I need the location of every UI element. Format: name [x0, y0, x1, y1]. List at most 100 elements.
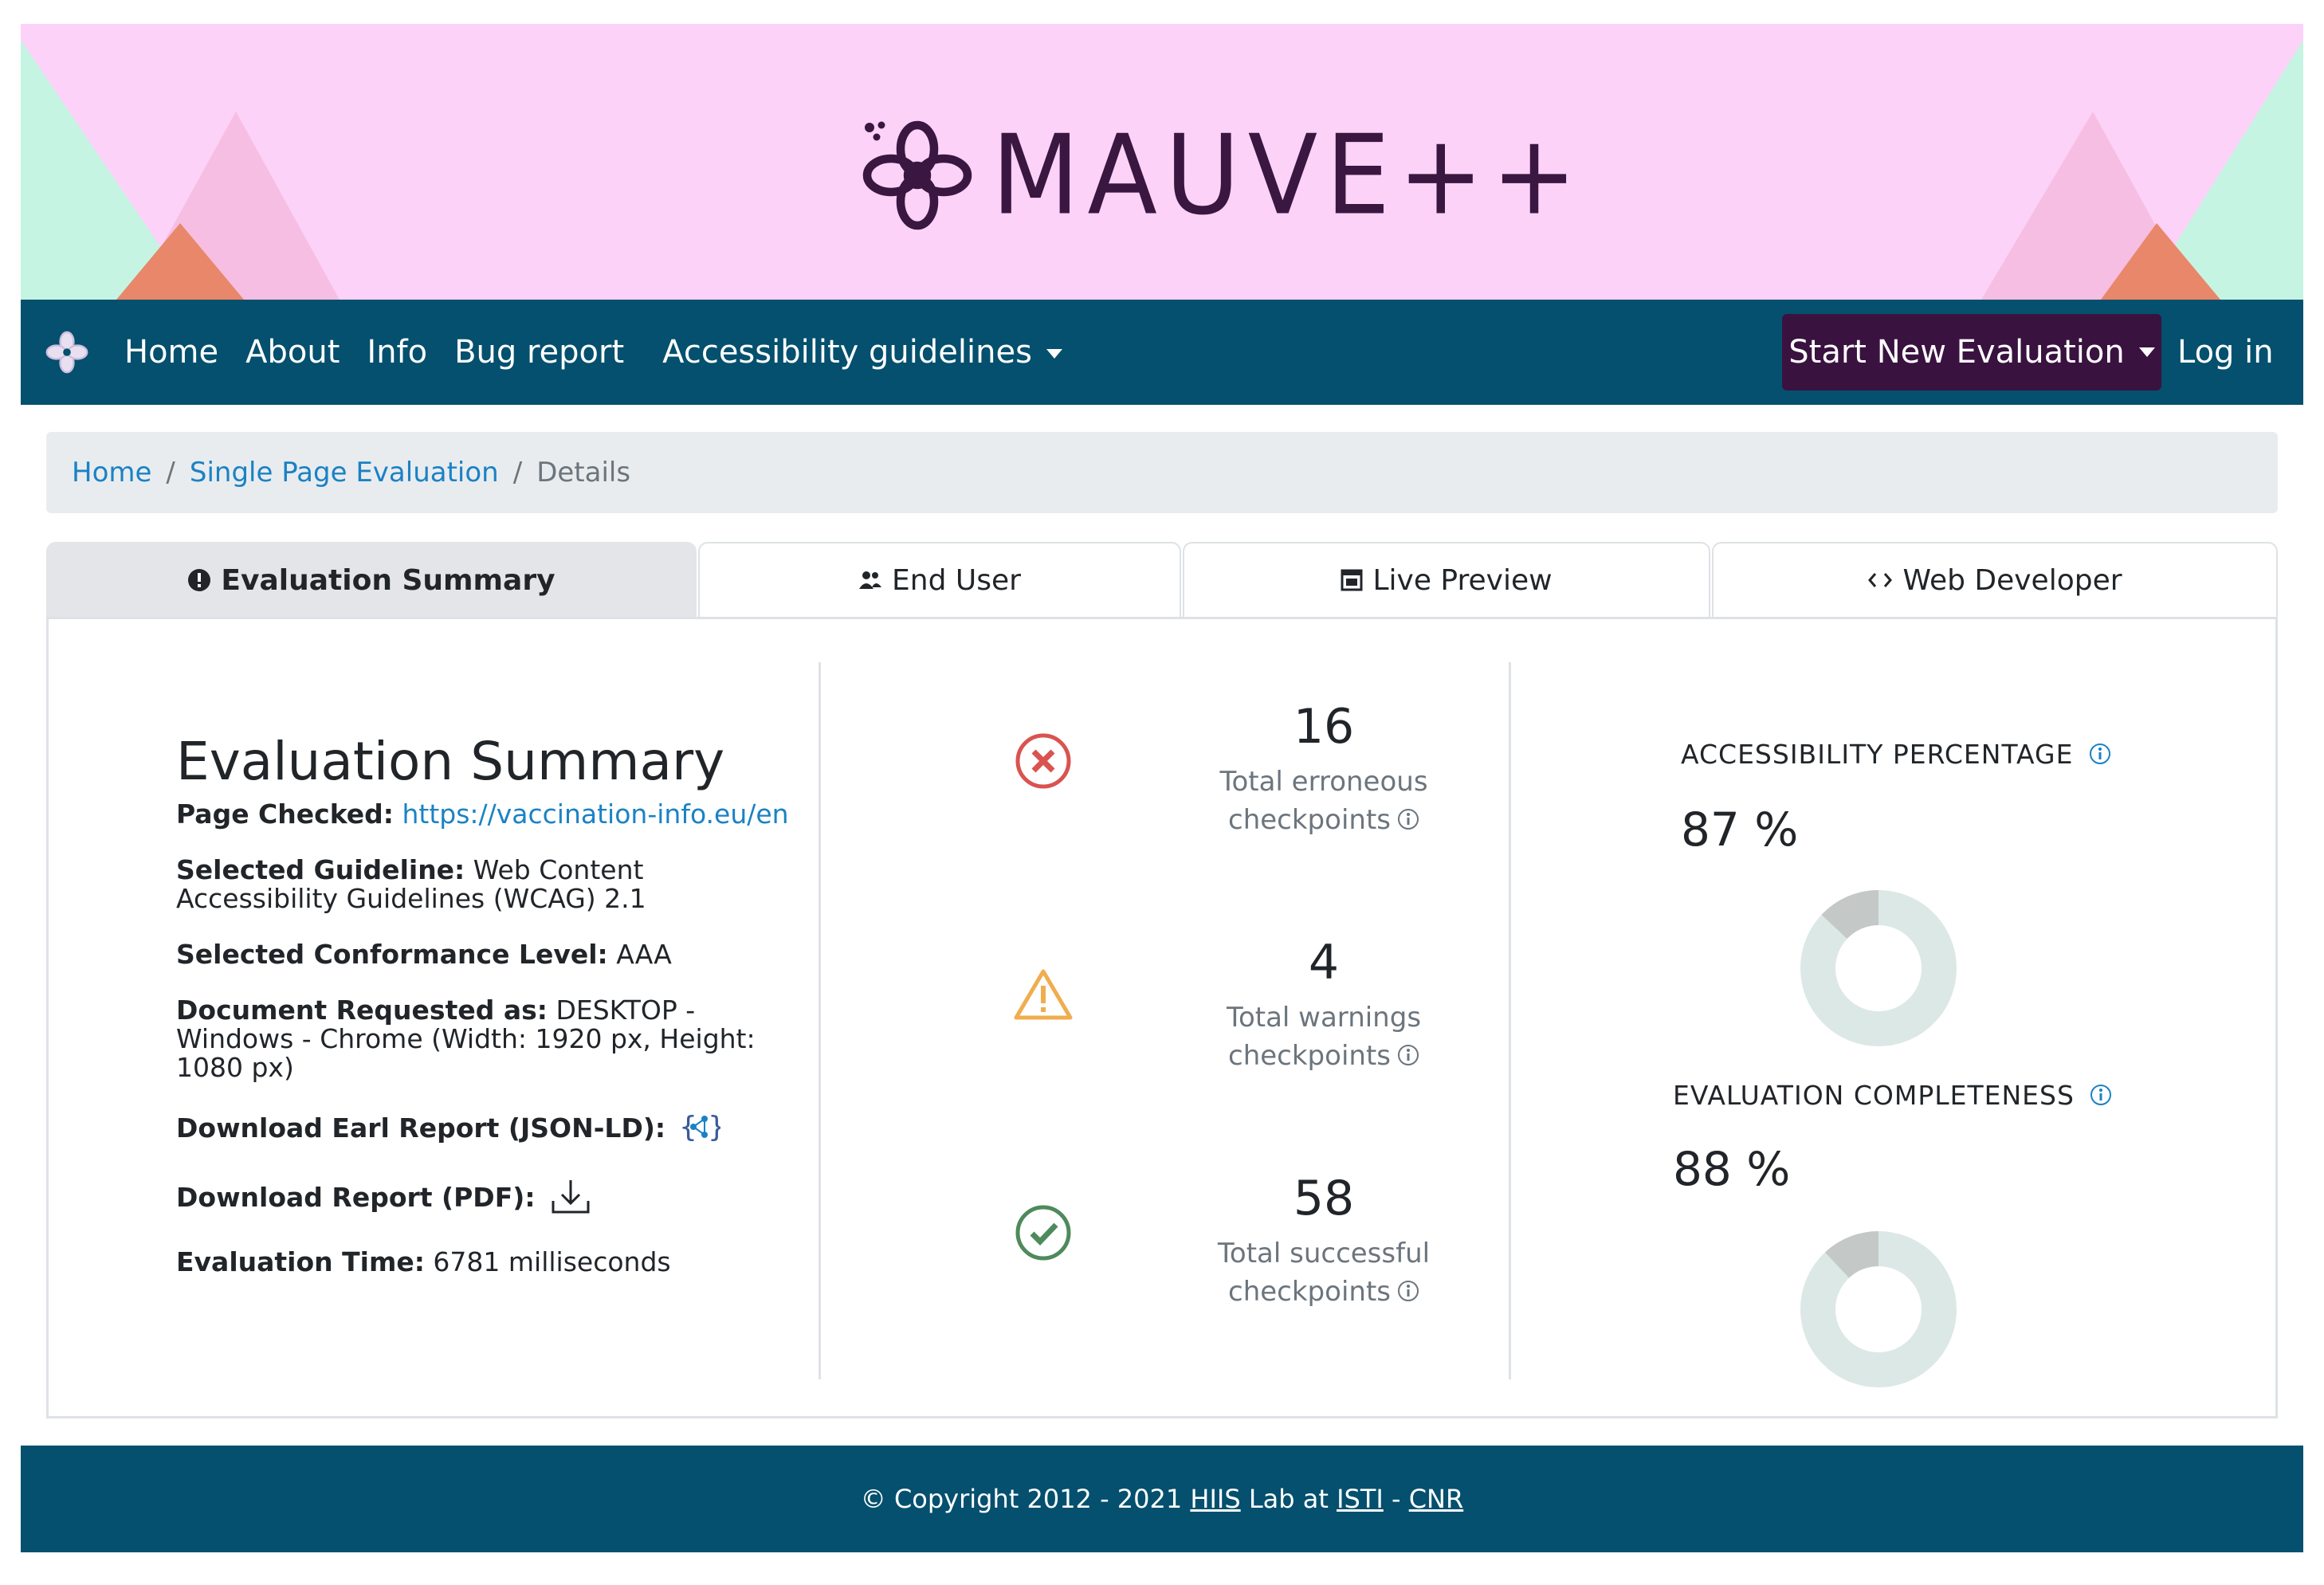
column-divider — [1509, 662, 1511, 1379]
svg-text:}: } — [708, 1111, 720, 1144]
navbar: Home About Info Bug report Accessibility… — [21, 300, 2303, 405]
download-icon[interactable] — [550, 1177, 591, 1221]
info-icon[interactable] — [2090, 1081, 2112, 1112]
completeness-donut-chart — [1800, 1231, 1957, 1387]
window-icon — [1341, 569, 1363, 591]
warnings-count: 4 — [1308, 935, 1340, 991]
evaluation-completeness-value: 88 % — [1673, 1142, 1791, 1196]
info-icon[interactable] — [1397, 1038, 1419, 1077]
warnings-label-line1: Total warnings — [1226, 1002, 1422, 1034]
tab-end-user[interactable]: End User — [698, 542, 1181, 617]
document-value: DESKTOP - Windows - Chrome (Width: 1920 … — [176, 995, 756, 1083]
successful-count: 58 — [1293, 1171, 1355, 1226]
breadcrumb-details: Details — [536, 457, 631, 488]
hiis-link[interactable]: HIIS — [1190, 1484, 1241, 1514]
successful-stat: 58 Total successful checkpoints — [965, 1171, 1523, 1314]
successful-label-line2: checkpoints — [1228, 1276, 1391, 1308]
tab-evaluation-summary[interactable]: Evaluation Summary — [46, 542, 697, 617]
logo-text: MAUVE++ — [991, 111, 1585, 240]
completeness-title-text: EVALUATION COMPLETENESS — [1673, 1080, 2075, 1111]
users-icon — [858, 570, 882, 590]
nav-info[interactable]: Info — [367, 334, 428, 371]
evaluation-completeness-title: EVALUATION COMPLETENESS — [1673, 1080, 2112, 1112]
erroneous-label: Total erroneous checkpoints — [1180, 763, 1467, 841]
tab-label: Web Developer — [1902, 563, 2122, 597]
earl-report-label: Download Earl Report (JSON-LD): — [176, 1112, 666, 1144]
evaluation-time-row: Evaluation Time: 6781 milliseconds — [176, 1248, 798, 1277]
header-banner: MAUVE++ — [21, 24, 2303, 300]
erroneous-label-line2: checkpoints — [1228, 804, 1391, 836]
json-ld-icon[interactable]: { } — [679, 1109, 726, 1150]
page-checked-row: Page Checked: https://vaccination-info.e… — [176, 800, 798, 829]
evaluation-time-value: 6781 milliseconds — [433, 1246, 671, 1277]
nav-bug-report[interactable]: Bug report — [454, 334, 625, 371]
banner-decoration — [21, 40, 2303, 300]
donut-remaining-segment — [1824, 1231, 1878, 1278]
tab-label: Evaluation Summary — [221, 563, 555, 597]
login-link[interactable]: Log in — [2177, 334, 2274, 371]
info-icon[interactable] — [2089, 740, 2111, 771]
nav-home[interactable]: Home — [124, 334, 219, 371]
conformance-row: Selected Conformance Level: AAA — [176, 940, 798, 969]
donut-remaining-segment — [1821, 890, 1878, 940]
accessibility-percentage-value: 87 % — [1681, 802, 1799, 857]
accessibility-percentage-title: ACCESSIBILITY PERCENTAGE — [1681, 739, 2111, 771]
tab-label: End User — [892, 563, 1021, 597]
caret-down-icon — [1046, 349, 1062, 359]
document-label: Document Requested as: — [176, 995, 548, 1026]
breadcrumb: Home / Single Page Evaluation / Details — [46, 432, 2278, 513]
conformance-label: Selected Conformance Level: — [176, 939, 608, 970]
flower-logo-icon — [862, 120, 972, 230]
page-frame: MAUVE++ Home About Info Bug report Acces… — [21, 24, 2303, 1552]
successful-label-line1: Total successful — [1217, 1238, 1431, 1269]
start-new-evaluation-button[interactable]: Start New Evaluation — [1782, 314, 2161, 390]
nav-brand[interactable] — [43, 328, 91, 379]
breadcrumb-separator: / — [166, 457, 175, 488]
summary-column: Evaluation Summary Page Checked: https:/… — [176, 731, 798, 1304]
accessibility-donut-chart — [1800, 890, 1957, 1046]
guideline-label: Selected Guideline: — [176, 854, 465, 885]
breadcrumb-single-page-evaluation[interactable]: Single Page Evaluation — [189, 457, 499, 488]
document-row: Document Requested as: DESKTOP - Windows… — [176, 996, 798, 1082]
cnr-link[interactable]: CNR — [1408, 1484, 1464, 1514]
earl-report-row: Download Earl Report (JSON-LD): { } — [176, 1109, 798, 1150]
conformance-value: AAA — [616, 939, 672, 970]
nav-about[interactable]: About — [245, 334, 340, 371]
page-checked-link[interactable]: https://vaccination-info.eu/en — [402, 798, 789, 830]
accessibility-title-text: ACCESSIBILITY PERCENTAGE — [1681, 739, 2074, 770]
tab-web-developer[interactable]: Web Developer — [1712, 542, 2278, 617]
footer-dash: - — [1391, 1484, 1401, 1514]
guideline-value: Web Content Accessibility Guidelines (WC… — [176, 854, 646, 914]
copyright-text: © Copyright 2012 - 2021 — [860, 1484, 1183, 1514]
warnings-stat: 4 Total warnings checkpoints — [965, 935, 1523, 1078]
pdf-report-row: Download Report (PDF): — [176, 1177, 798, 1221]
summary-title: Evaluation Summary — [176, 731, 725, 792]
warnings-label-line2: checkpoints — [1228, 1040, 1391, 1072]
isti-link[interactable]: ISTI — [1337, 1484, 1384, 1514]
code-icon — [1867, 571, 1893, 590]
warning-triangle-icon — [1013, 967, 1074, 1026]
footer: © Copyright 2012 - 2021 HIIS Lab at ISTI… — [21, 1446, 2303, 1552]
mauve-logo[interactable]: MAUVE++ — [858, 96, 1585, 255]
tab-live-preview[interactable]: Live Preview — [1183, 542, 1710, 617]
column-divider — [819, 662, 821, 1379]
flower-brand-icon — [45, 331, 88, 374]
successful-label: Total successful checkpoints — [1180, 1234, 1467, 1312]
erroneous-label-line1: Total erroneous — [1219, 766, 1428, 798]
tab-label: Live Preview — [1372, 563, 1553, 597]
erroneous-count: 16 — [1293, 699, 1355, 755]
nav-accessibility-guidelines-dropdown[interactable]: Accessibility guidelines — [662, 334, 1062, 371]
info-icon[interactable] — [1397, 1274, 1419, 1312]
page-checked-label: Page Checked: — [176, 798, 394, 830]
check-circle-icon — [1013, 1202, 1074, 1266]
guideline-row: Selected Guideline: Web Content Accessib… — [176, 856, 798, 913]
evaluation-time-label: Evaluation Time: — [176, 1246, 425, 1277]
lab-at-text: Lab at — [1248, 1484, 1329, 1514]
start-label: Start New Evaluation — [1788, 334, 2125, 371]
breadcrumb-home[interactable]: Home — [72, 457, 152, 488]
guidelines-label: Accessibility guidelines — [662, 334, 1032, 371]
svg-text:{: { — [679, 1111, 697, 1144]
breadcrumb-separator: / — [512, 457, 523, 488]
exclamation-circle-icon — [187, 568, 211, 592]
info-icon[interactable] — [1397, 802, 1419, 841]
